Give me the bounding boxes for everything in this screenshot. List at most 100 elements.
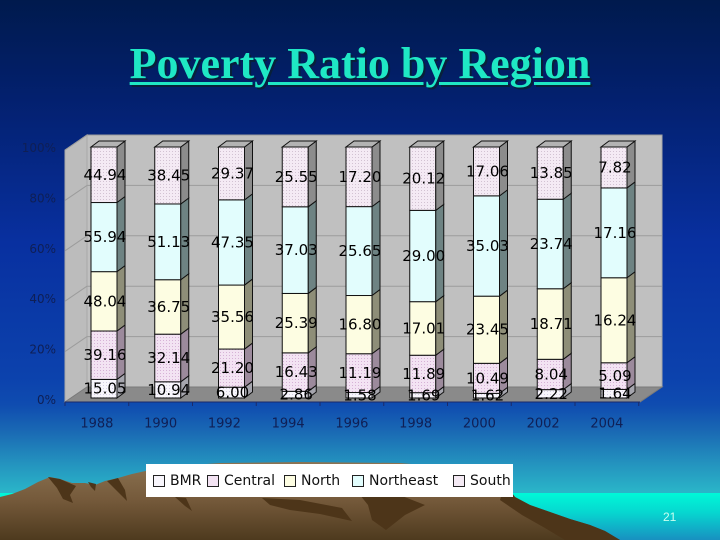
bar-segment-north	[536, 288, 564, 360]
legend-label-bmr: BMR	[170, 472, 202, 489]
bar-segment-north	[409, 301, 437, 356]
data-label: 10.49	[466, 369, 509, 387]
bar-top-cap	[153, 140, 191, 148]
bar-1996	[344, 140, 382, 399]
data-label: 36.75	[147, 298, 190, 316]
bar-segment-south	[409, 146, 437, 211]
data-label: 25.55	[275, 168, 318, 186]
bar-top-cap	[280, 140, 318, 148]
data-label: 1.69	[407, 386, 440, 404]
legend-item-northeast: Northeast	[352, 464, 438, 497]
y-axis-tick-label: 40%	[29, 292, 56, 306]
bar-segment-south	[536, 146, 564, 200]
data-label: 37.03	[275, 241, 318, 259]
data-label: 13.85	[530, 164, 573, 182]
data-label: 8.04	[535, 365, 568, 383]
data-label: 1.58	[343, 386, 376, 404]
bar-top-cap	[217, 140, 254, 148]
data-label: 23.74	[530, 235, 573, 253]
slide-title: Poverty Ratio by Region	[129, 39, 591, 88]
bar-segment-north	[154, 279, 182, 335]
bar-1988	[89, 140, 127, 399]
bar-segment-northeast	[536, 198, 564, 290]
data-label: 1.64	[598, 385, 631, 403]
data-label: 11.19	[339, 364, 382, 382]
data-label: 29.00	[402, 247, 445, 265]
legend-item-north: North	[284, 464, 340, 497]
legend-swatch-north	[284, 474, 296, 487]
bar-segment-north	[473, 295, 500, 364]
x-axis-category-label: 2000	[463, 417, 496, 432]
bar-segment-central	[345, 353, 373, 394]
data-label: 39.16	[84, 346, 127, 364]
data-label: 48.04	[84, 292, 127, 310]
data-label: 25.39	[275, 314, 318, 332]
bar-1992	[217, 140, 254, 399]
data-label: 17.20	[339, 168, 382, 186]
data-label: 16.43	[275, 363, 318, 381]
data-label: 51.13	[147, 233, 190, 251]
data-label: 7.82	[598, 158, 631, 176]
y-axis-tick-label: 0%	[37, 393, 56, 407]
bar-segment-north	[600, 277, 628, 364]
legend-swatch-south	[453, 474, 465, 487]
data-label: 10.94	[147, 381, 190, 399]
bar-segment-south	[154, 146, 182, 205]
data-label: 2.86	[280, 386, 313, 404]
bar-top-cap	[535, 140, 573, 148]
data-label: 6.00	[216, 384, 249, 402]
bar-segment-northeast	[90, 202, 118, 273]
gridline-side	[64, 184, 88, 201]
x-axis-category-label: 1988	[80, 417, 113, 432]
bar-top-cap	[89, 140, 127, 148]
bar-1990	[153, 140, 191, 399]
bar-segment-northeast	[345, 206, 373, 297]
bar-segment-south	[281, 146, 309, 208]
bar-1994	[280, 140, 318, 399]
legend-swatch-northeast	[352, 474, 364, 487]
bar-top-cap	[408, 140, 446, 148]
data-label: 15.05	[84, 380, 127, 398]
x-axis-category-label: 1996	[335, 417, 368, 432]
data-label: 29.37	[211, 164, 254, 182]
y-axis-tick-label: 80%	[29, 191, 56, 205]
data-label: 35.03	[466, 237, 509, 255]
data-label: 16.24	[594, 311, 637, 329]
legend-label-central: Central	[224, 472, 275, 489]
chart-legend: BMR Central North Northeast South	[146, 464, 513, 497]
legend-item-central: Central	[207, 464, 275, 497]
x-axis-category-label: 1998	[399, 417, 432, 432]
bar-top-cap	[344, 140, 382, 148]
data-label: 17.06	[466, 162, 509, 180]
y-axis-tick-label: 100%	[22, 141, 56, 155]
gridline-side	[64, 285, 88, 302]
bar-segment-northeast	[473, 195, 500, 297]
bar-1998	[408, 140, 446, 399]
bar-2004	[599, 140, 637, 399]
gridline-side	[64, 336, 88, 353]
x-axis-category-label: 2002	[527, 417, 560, 432]
legend-label-north: North	[301, 472, 341, 489]
gridline-side	[64, 235, 88, 252]
data-label: 23.45	[466, 321, 509, 339]
slide-page-number: 21	[663, 510, 677, 524]
data-label: 17.16	[594, 224, 637, 242]
bar-segment-central	[473, 362, 500, 394]
data-label: 47.35	[211, 233, 254, 251]
legend-item-bmr: BMR	[153, 464, 201, 497]
data-label: 17.01	[402, 319, 445, 337]
data-label: 25.65	[339, 242, 382, 260]
data-label: 44.94	[84, 166, 127, 184]
x-axis-category-label: 1992	[208, 417, 241, 432]
y-axis-tick-label: 20%	[29, 343, 56, 357]
bar-segment-northeast	[154, 203, 182, 281]
bar-segment-south	[345, 146, 373, 208]
data-label: 11.89	[402, 365, 445, 383]
data-label: 32.14	[147, 349, 190, 367]
bar-2002	[535, 140, 573, 399]
legend-label-northeast: Northeast	[369, 472, 439, 489]
bar-top-cap	[472, 140, 509, 148]
data-label: 1.62	[471, 387, 504, 405]
